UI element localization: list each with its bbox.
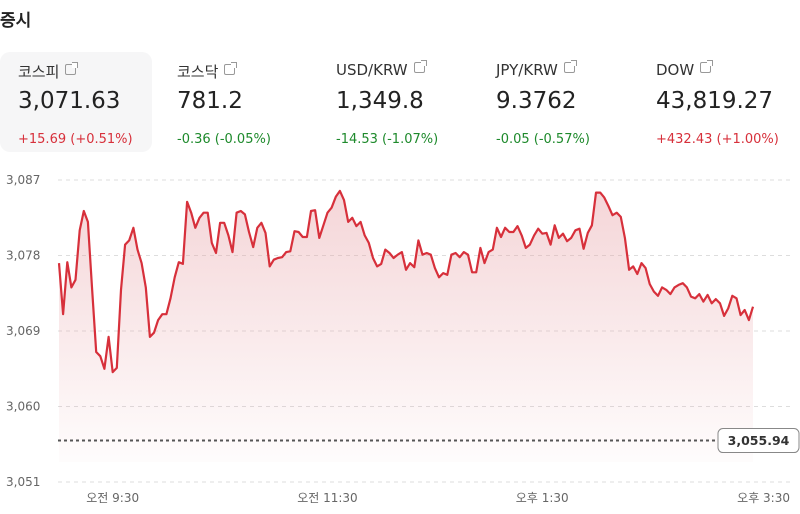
card-change: -14.53 (-1.07%) [336,132,439,147]
card-value: 781.2 [177,88,243,114]
card-value: 1,349.8 [336,88,424,114]
price-area [59,190,753,462]
card-change: -0.36 (-0.05%) [177,132,271,147]
y-tick-label: 3,087 [6,173,40,187]
x-axis: 오전 9:30 오전 11:30 오후 1:30 오후 3:30 [86,491,790,505]
external-link-icon[interactable] [563,60,577,73]
card-dow[interactable]: DOW 43,819.27 +432.43 (+1.00%) [638,52,790,152]
card-kosdaq[interactable]: 코스닥 781.2 -0.36 (-0.05%) [159,52,311,152]
y-tick-label: 3,051 [6,475,40,489]
card-change: +15.69 (+0.51%) [18,132,133,147]
card-name: JPY/KRW [496,61,558,79]
card-name: DOW [656,61,695,79]
card-kospi[interactable]: 코스피 3,071.63 +15.69 (+0.51%) [0,52,152,152]
external-link-icon[interactable] [65,62,79,75]
price-line [57,189,755,374]
x-tick-label: 오전 11:30 [297,491,357,505]
baseline-value: 3,055.94 [728,433,790,448]
card-value: 9.3762 [496,88,577,114]
page-title: 증시 [0,11,32,31]
x-tick-label: 오전 9:30 [86,491,139,505]
card-change: -0.05 (-0.57%) [496,132,590,147]
x-tick-label: 오후 1:30 [516,491,569,505]
baseline-label: 3,055.94 [717,428,800,454]
external-link-icon[interactable] [413,60,427,73]
y-tick-label: 3,078 [6,249,40,263]
card-name: 코스닥 [177,63,219,81]
index-cards: 코스피 3,071.63 +15.69 (+0.51%) 코스닥 781.2 -… [0,52,800,152]
external-link-icon[interactable] [224,62,238,75]
card-name: USD/KRW [336,61,408,79]
external-link-icon[interactable] [700,60,714,73]
card-name: 코스피 [18,63,60,81]
card-change: +432.43 (+1.00%) [656,132,779,147]
card-jpy-krw[interactable]: JPY/KRW 9.3762 -0.05 (-0.57%) [478,52,630,152]
card-usd-krw[interactable]: USD/KRW 1,349.8 -14.53 (-1.07%) [318,52,470,152]
y-axis: 3,087 3,078 3,069 3,060 3,051 [6,173,40,489]
price-chart[interactable]: 3,087 3,078 3,069 3,060 3,051 오전 9:30 오전 11:3… [0,160,800,514]
card-value: 43,819.27 [656,88,774,114]
card-value: 3,071.63 [18,88,121,114]
y-tick-label: 3,069 [6,324,40,338]
x-tick-label: 오후 3:30 [737,491,790,505]
y-tick-label: 3,060 [6,400,40,414]
